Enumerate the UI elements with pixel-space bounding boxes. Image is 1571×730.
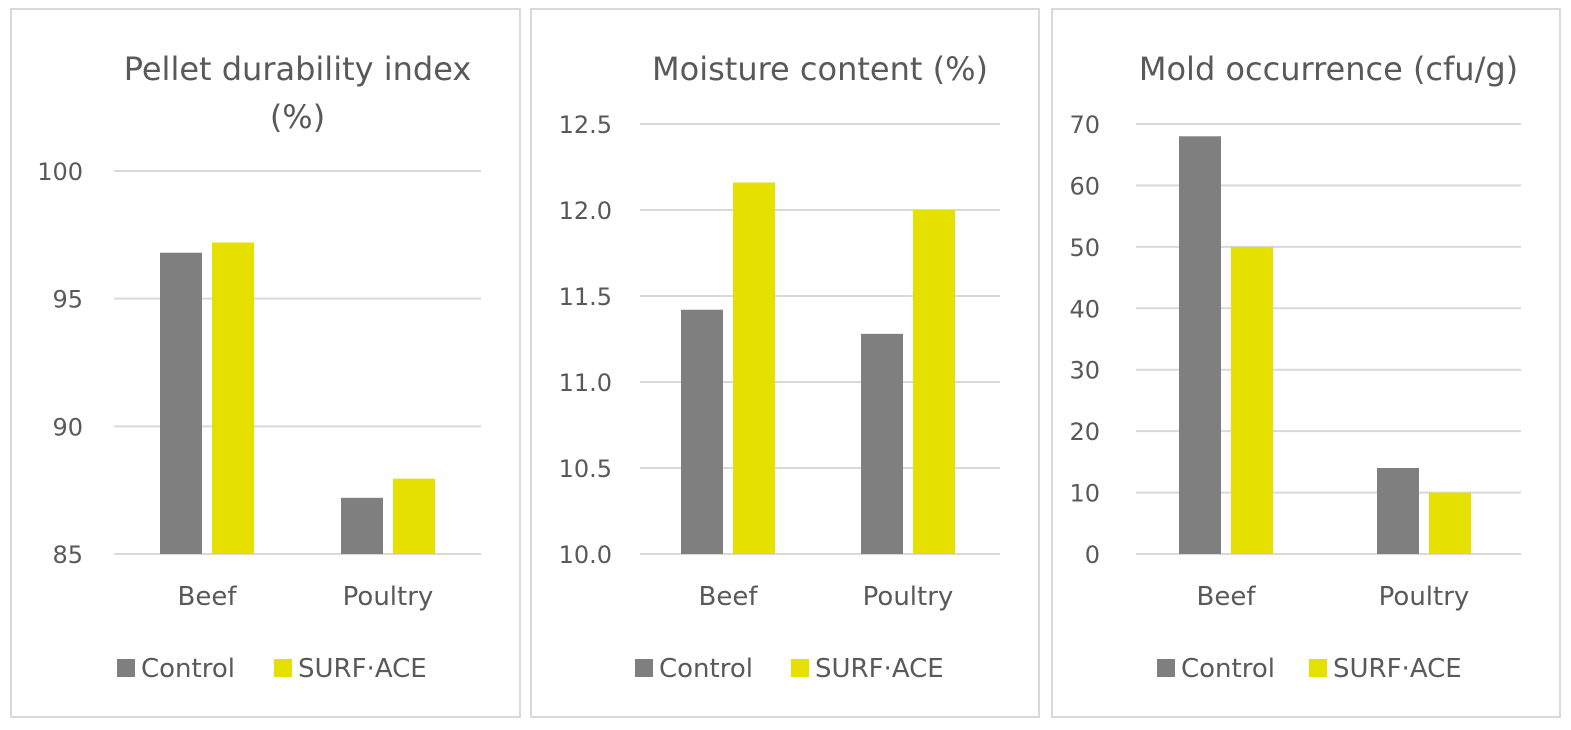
legend-label-surf-ace: SURF·ACE [298,654,427,684]
y-tick-label: 95 [52,286,83,314]
legend-swatch-surf-ace [1309,659,1327,677]
x-category-label: Poultry [343,582,434,612]
legend-label-surf-ace: SURF·ACE [815,654,944,684]
bar-surf-ace-poultry [1429,492,1471,554]
bar-surf-ace-beef [733,182,775,555]
legend-swatch-control [635,659,653,677]
bar-control-poultry [861,333,903,554]
y-tick-label: 30 [1069,357,1100,385]
y-tick-label: 11.5 [559,283,612,311]
x-category-label: Poultry [863,582,954,612]
legend-swatch-surf-ace [274,659,292,677]
legend-label-control: Control [659,654,753,684]
x-category-label: Beef [699,582,759,612]
y-tick-label: 10 [1069,480,1100,508]
bar-control-beef [1179,136,1221,554]
y-tick-label: 10.5 [559,455,612,483]
chart-title-line: Moisture content (%) [652,50,988,88]
x-category-label: Poultry [1379,582,1470,612]
x-category-label: Beef [178,582,238,612]
bar-surf-ace-poultry [393,478,435,554]
legend-label-control: Control [1181,654,1275,684]
bar-surf-ace-beef [212,242,254,554]
y-tick-label: 11.0 [559,369,612,397]
chart-panel-pellet-durability: Pellet durability index (%) 85 90 95 100 Beef P… [10,8,521,718]
bar-control-beef [681,309,723,554]
y-tick-label: 0 [1085,541,1100,569]
bar-control-poultry [341,497,383,554]
y-tick-label: 10.0 [559,541,612,569]
chart-moisture-content: Moisture content (%) 10.0 10.5 11.0 11.5 12.0… [559,50,1000,684]
legend-swatch-control [1157,659,1175,677]
y-tick-label: 12.0 [559,197,612,225]
chart-pellet-durability: Pellet durability index (%) 85 90 95 100 Beef P… [37,50,481,684]
chart-title-line: (%) [270,98,325,136]
y-tick-label: 20 [1069,418,1100,446]
bar-surf-ace-poultry [913,210,955,554]
chart-title-line: Mold occurrence (cfu/g) [1139,50,1518,88]
chart-title-line: Pellet durability index [124,50,472,88]
bar-surf-ace-beef [1231,246,1273,554]
y-tick-label: 60 [1069,172,1100,200]
bar-control-beef [160,252,202,554]
y-tick-label: 70 [1069,111,1100,139]
chart-mold-occurrence: Mold occurrence (cfu/g) 0 10 20 30 40 50 60 70 Be… [1069,50,1521,684]
legend-label-surf-ace: SURF·ACE [1333,654,1462,684]
legend-swatch-control [117,659,135,677]
legend-swatch-surf-ace [791,659,809,677]
y-tick-label: 40 [1069,295,1100,323]
x-category-label: Beef [1197,582,1257,612]
y-tick-label: 85 [52,541,83,569]
chart-panel-moisture-content: Moisture content (%) 10.0 10.5 11.0 11.5 12.0… [530,8,1040,718]
bar-control-poultry [1377,468,1419,554]
y-tick-label: 50 [1069,234,1100,262]
y-tick-label: 12.5 [559,111,612,139]
y-tick-label: 90 [52,413,83,441]
y-tick-label: 100 [37,158,83,186]
legend-label-control: Control [141,654,235,684]
chart-panel-mold-occurrence: Mold occurrence (cfu/g) 0 10 20 30 40 50 60 70 Be… [1051,8,1561,718]
